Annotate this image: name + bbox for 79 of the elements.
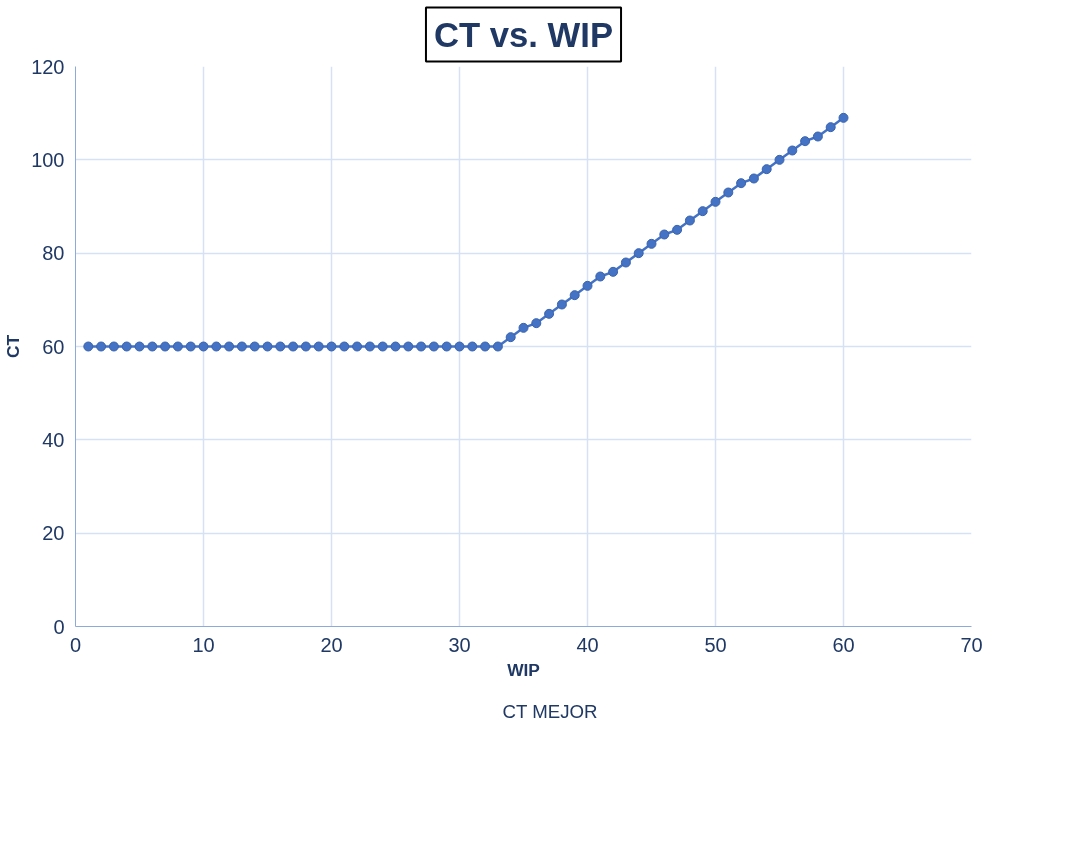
chart-title: CT vs. WIP (433, 15, 614, 54)
point (262, 341, 273, 352)
point (582, 280, 593, 291)
point (467, 341, 478, 352)
point (710, 196, 721, 207)
point (723, 187, 734, 198)
point (761, 164, 772, 175)
point (326, 341, 337, 352)
point (620, 257, 631, 268)
point (185, 341, 196, 352)
x-tick-label: 70 (960, 633, 983, 656)
point (211, 341, 222, 352)
y-tick-label: 20 (42, 522, 65, 545)
point (659, 229, 670, 240)
point (249, 341, 260, 352)
point (147, 341, 158, 352)
point (288, 341, 299, 352)
point (236, 341, 247, 352)
y-tick-label: 40 (42, 428, 65, 451)
point (441, 341, 452, 352)
point (160, 341, 171, 352)
point (569, 290, 580, 301)
y-tick-label: 100 (31, 148, 65, 171)
y-tick-label: 120 (31, 55, 65, 78)
point (454, 341, 465, 352)
y-tick-label: 80 (42, 242, 65, 265)
point (224, 341, 235, 352)
x-tick-label: 60 (832, 633, 855, 656)
point (198, 341, 209, 352)
x-tick-label: 50 (704, 633, 727, 656)
point (83, 341, 94, 352)
point (390, 341, 401, 352)
x-tick-label: 0 (69, 633, 82, 656)
point (313, 341, 324, 352)
point (697, 206, 708, 217)
point (684, 215, 695, 226)
point (492, 341, 503, 352)
point (812, 131, 823, 142)
point (556, 299, 567, 310)
x-tick-label: 10 (192, 633, 215, 656)
point (108, 341, 119, 352)
point (428, 341, 439, 352)
y-tick-label: 0 (53, 615, 65, 638)
point (275, 341, 286, 352)
point (544, 308, 555, 319)
point (787, 145, 798, 156)
text: CT MEJOR (502, 701, 598, 723)
point (172, 341, 183, 352)
point (736, 178, 747, 189)
x-tick-label: 20 (320, 633, 343, 656)
point (800, 136, 811, 147)
point (646, 238, 657, 249)
point (505, 332, 516, 343)
point (838, 112, 849, 123)
point (531, 318, 542, 329)
point (96, 341, 107, 352)
point (774, 154, 785, 165)
point (300, 341, 311, 352)
x-tick-label: 30 (448, 633, 471, 656)
point (377, 341, 388, 352)
point (339, 341, 350, 352)
point (121, 341, 132, 352)
point (134, 341, 145, 352)
y-axis-title: CT (3, 334, 24, 359)
point (825, 122, 836, 133)
point (403, 341, 414, 352)
point (633, 248, 644, 259)
x-tick-label: 40 (576, 633, 599, 656)
x-axis-title: WIP (507, 659, 540, 680)
point (416, 341, 427, 352)
y-tick-label: 60 (42, 335, 65, 358)
point (518, 322, 529, 333)
point (352, 341, 363, 352)
point (672, 224, 683, 235)
point (748, 173, 759, 184)
point (480, 341, 491, 352)
point (608, 266, 619, 277)
point (595, 271, 606, 282)
point (364, 341, 375, 352)
